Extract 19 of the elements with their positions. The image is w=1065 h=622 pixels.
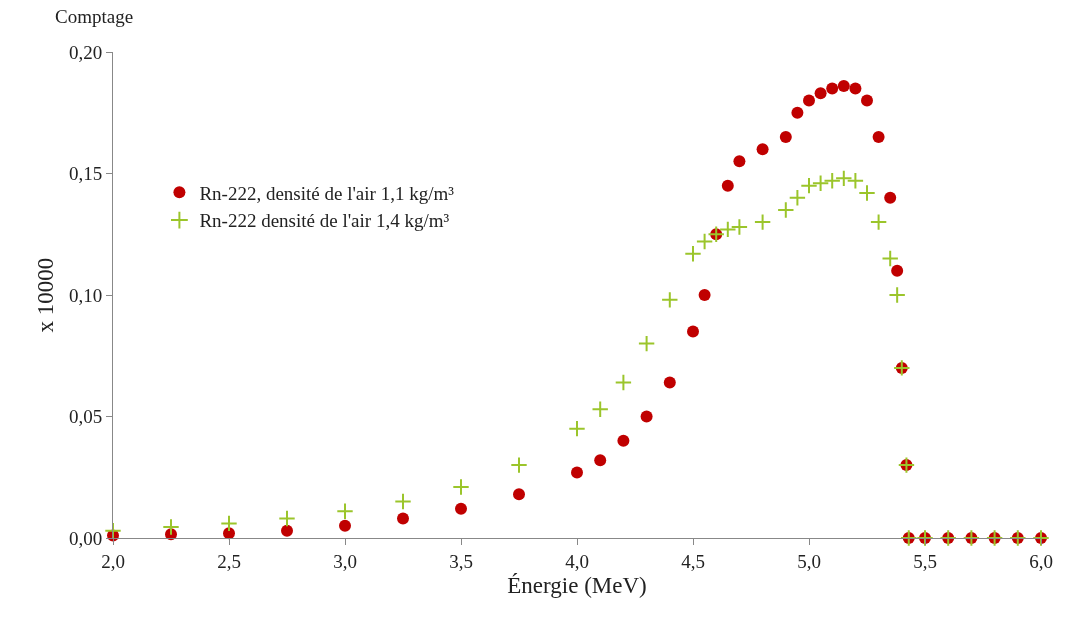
x-axis-title: Énergie (MeV): [507, 573, 647, 599]
x-tick-label: 4,0: [565, 550, 589, 572]
x-tick-label: 5,0: [797, 550, 821, 572]
x-tick-label: 4,5: [681, 550, 705, 572]
legend-label: Rn-222, densité de l'air 1,1 kg/m³: [199, 182, 455, 204]
y-axis-title: x 10000: [33, 257, 59, 333]
y-tick-label: 0,20: [68, 41, 103, 63]
chart-title: Comptage: [55, 5, 134, 27]
y-tick-label: 0,00: [68, 527, 103, 549]
x-tick-label: 2,0: [101, 550, 125, 572]
y-tick-label: 0,15: [68, 163, 103, 185]
y-tick-label: 0,10: [68, 284, 103, 306]
x-tick-label: 3,0: [333, 550, 357, 572]
x-tick-label: 5,5: [913, 550, 937, 572]
y-tick-label: 0,05: [68, 406, 103, 428]
x-tick-label: 6,0: [1029, 550, 1053, 572]
legend-label: Rn-222 densité de l'air 1,4 kg/m³: [199, 210, 450, 232]
x-tick-label: 2,5: [217, 550, 241, 572]
x-tick-label: 3,5: [449, 550, 473, 572]
